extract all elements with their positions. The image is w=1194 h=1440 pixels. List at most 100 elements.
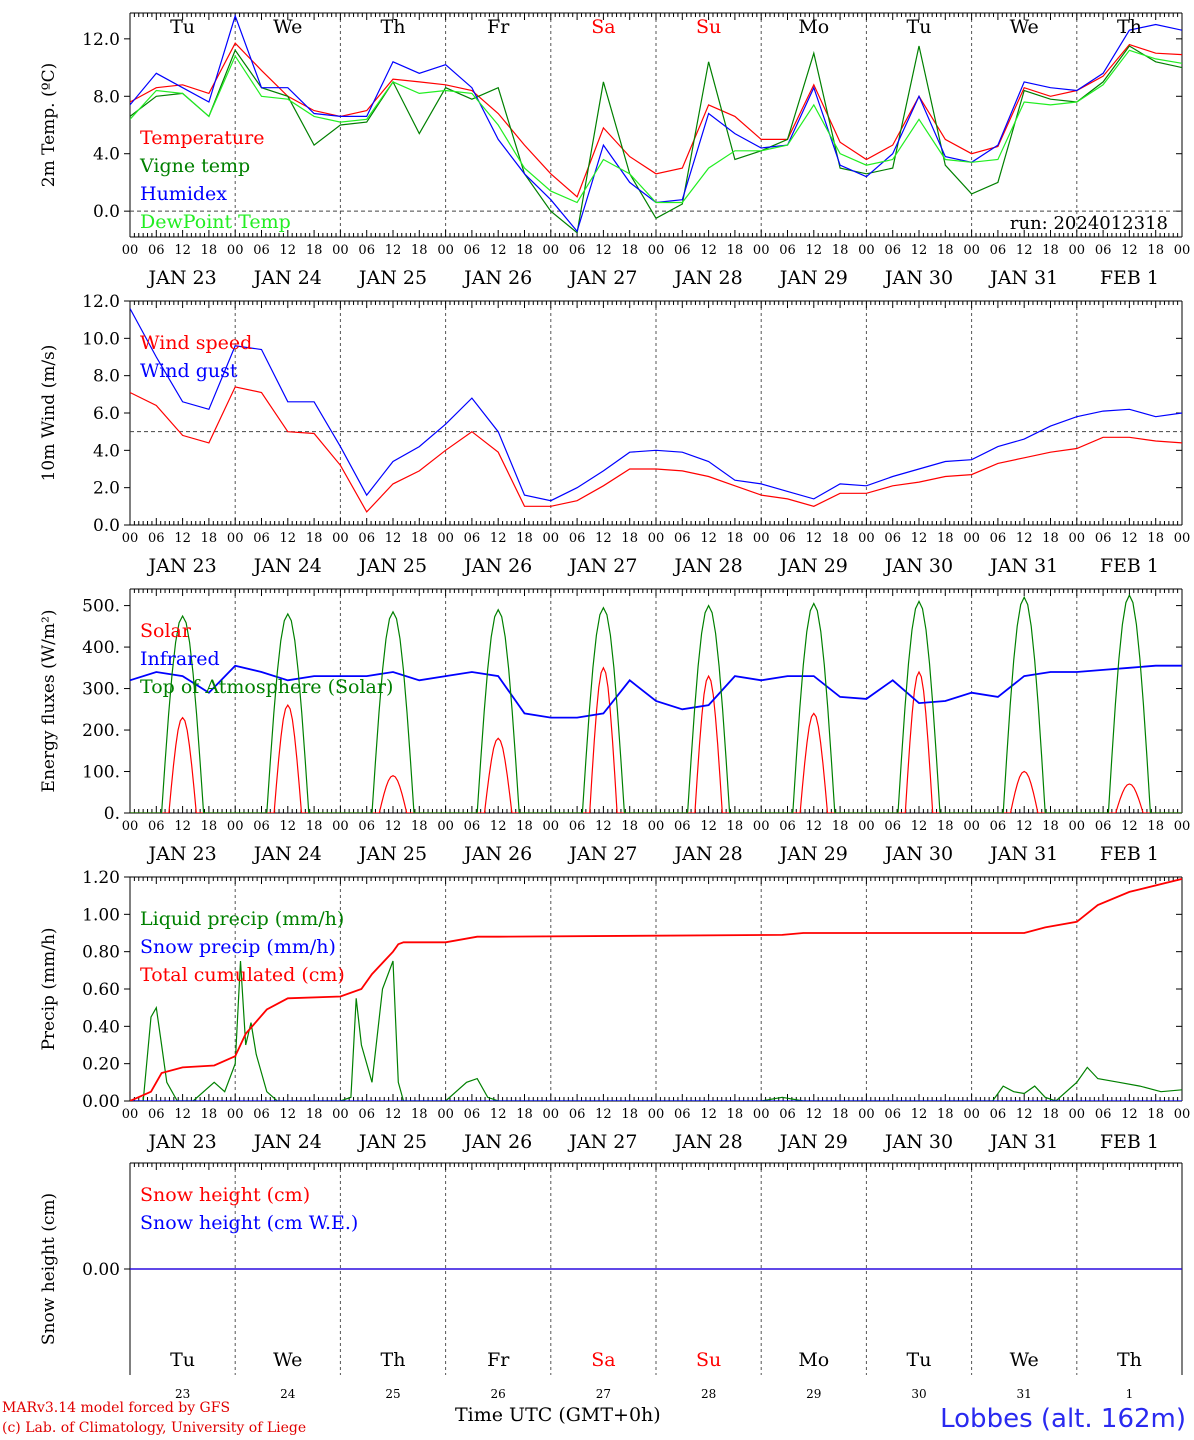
- hour-tick-label: 18: [306, 1107, 323, 1122]
- hour-tick-label: 12: [911, 531, 928, 546]
- hour-tick-label: 18: [411, 819, 428, 834]
- hour-tick-label: 18: [727, 243, 744, 258]
- y-tick-label: 2.0: [93, 479, 120, 499]
- hour-tick-label: 18: [516, 819, 533, 834]
- date-label: JAN 24: [252, 1131, 322, 1153]
- hour-tick-label: 06: [779, 1107, 796, 1122]
- hour-tick-label: 00: [1174, 243, 1191, 258]
- legend-entry: Temperature: [140, 127, 264, 149]
- hour-tick-label: 18: [411, 243, 428, 258]
- legend-entry: Wind speed: [140, 332, 252, 354]
- weekday-label: Tu: [907, 16, 932, 38]
- hour-tick-label: 12: [806, 1107, 823, 1122]
- hour-tick-label: 18: [937, 531, 954, 546]
- hour-tick-label: 06: [358, 819, 375, 834]
- hour-tick-label: 18: [306, 819, 323, 834]
- weekday-label: Th: [1117, 16, 1142, 38]
- date-label: JAN 23: [147, 1131, 217, 1153]
- weekday-label: We: [273, 16, 302, 38]
- hour-tick-label: 18: [621, 243, 638, 258]
- date-label: JAN 31: [988, 843, 1058, 865]
- date-label: JAN 24: [252, 555, 322, 577]
- hour-tick-label: 12: [595, 531, 612, 546]
- legend-entry: Liquid precip (mm/h): [140, 908, 344, 930]
- hour-tick-label: 12: [490, 243, 507, 258]
- date-label: JAN 29: [778, 267, 848, 289]
- hour-tick-label: 06: [253, 531, 270, 546]
- copyright-credit: (c) Lab. of Climatology, University of L…: [2, 1420, 307, 1436]
- hour-tick-label: 18: [621, 1107, 638, 1122]
- weekday-label: We: [1010, 1349, 1039, 1371]
- hour-tick-label: 00: [753, 1107, 770, 1122]
- legend-entry: Wind gust: [140, 360, 238, 382]
- hour-tick-label: 06: [990, 243, 1007, 258]
- hour-tick-label: 00: [122, 1107, 139, 1122]
- date-label: JAN 26: [462, 555, 532, 577]
- y-tick-label: 0.00: [82, 1092, 120, 1112]
- date-label: JAN 28: [673, 1131, 743, 1153]
- hour-tick-label: 00: [963, 243, 980, 258]
- hour-tick-label: 00: [227, 243, 244, 258]
- hour-tick-label: 06: [779, 531, 796, 546]
- hour-tick-label: 18: [1042, 819, 1059, 834]
- hour-tick-label: 12: [1121, 243, 1138, 258]
- series-line-temperature: [130, 42, 1182, 198]
- hour-tick-label: 06: [358, 531, 375, 546]
- hour-tick-label: 12: [911, 243, 928, 258]
- legend-entry: Vigne temp: [139, 155, 250, 177]
- hour-tick-label: 06: [569, 819, 586, 834]
- day-number-label: 1: [1126, 1387, 1134, 1401]
- hour-tick-label: 06: [779, 243, 796, 258]
- hour-tick-label: 00: [963, 819, 980, 834]
- hour-tick-label: 12: [174, 819, 191, 834]
- weekday-label: Th: [1117, 1349, 1142, 1371]
- hour-tick-label: 06: [148, 1107, 165, 1122]
- hour-tick-label: 06: [464, 819, 481, 834]
- legend-entry: Infrared: [140, 648, 220, 670]
- legend-entry: Top of Atmosphere (Solar): [140, 676, 393, 698]
- hour-tick-label: 18: [832, 819, 849, 834]
- date-label: JAN 27: [567, 267, 637, 289]
- hour-tick-label: 12: [1016, 531, 1033, 546]
- series-line-total-cumulated-cm-: [130, 878, 1182, 1101]
- series-line-wind-speed: [130, 386, 1182, 513]
- hour-tick-label: 00: [648, 1107, 665, 1122]
- hour-tick-label: 00: [1174, 531, 1191, 546]
- y-tick-label: 12.0: [82, 292, 120, 312]
- hour-tick-label: 12: [1016, 1107, 1033, 1122]
- hour-tick-label: 12: [385, 243, 402, 258]
- hour-tick-label: 12: [700, 819, 717, 834]
- hour-tick-label: 12: [806, 243, 823, 258]
- y-tick-label: 1.00: [82, 905, 120, 925]
- date-label: JAN 23: [147, 843, 217, 865]
- hour-tick-label: 06: [464, 531, 481, 546]
- legend-entry: Solar: [140, 620, 192, 642]
- y-tick-label: 1.20: [82, 868, 120, 888]
- legend-entry: Snow height (cm): [140, 1184, 310, 1206]
- hour-tick-label: 00: [1069, 531, 1086, 546]
- date-label: JAN 25: [357, 843, 427, 865]
- hour-tick-label: 18: [516, 243, 533, 258]
- hour-tick-label: 12: [280, 1107, 297, 1122]
- y-tick-label: 0.40: [82, 1017, 120, 1037]
- hour-tick-label: 12: [595, 243, 612, 258]
- hour-tick-label: 06: [464, 1107, 481, 1122]
- day-number-label: 27: [596, 1387, 611, 1401]
- weekday-label: Sa: [591, 16, 615, 38]
- y-tick-label: 0.0: [93, 516, 120, 536]
- date-label: JAN 30: [883, 267, 953, 289]
- hour-tick-label: 18: [1042, 1107, 1059, 1122]
- hour-tick-label: 00: [437, 1107, 454, 1122]
- hour-tick-label: 18: [727, 819, 744, 834]
- weekday-label: We: [273, 1349, 302, 1371]
- date-label: JAN 31: [988, 555, 1058, 577]
- hour-tick-label: 12: [280, 819, 297, 834]
- panel-temp: 0.0 4.0 8.0 12.0 2m Temp. (ºC) Temperature Vig…: [39, 12, 1191, 289]
- date-label: JAN 26: [462, 1131, 532, 1153]
- y-tick-label: 0.: [104, 804, 120, 824]
- hour-tick-label: 18: [516, 531, 533, 546]
- hour-tick-label: 00: [332, 819, 349, 834]
- date-label: JAN 24: [252, 267, 322, 289]
- date-label: JAN 31: [988, 1131, 1058, 1153]
- weekday-label: We: [1010, 16, 1039, 38]
